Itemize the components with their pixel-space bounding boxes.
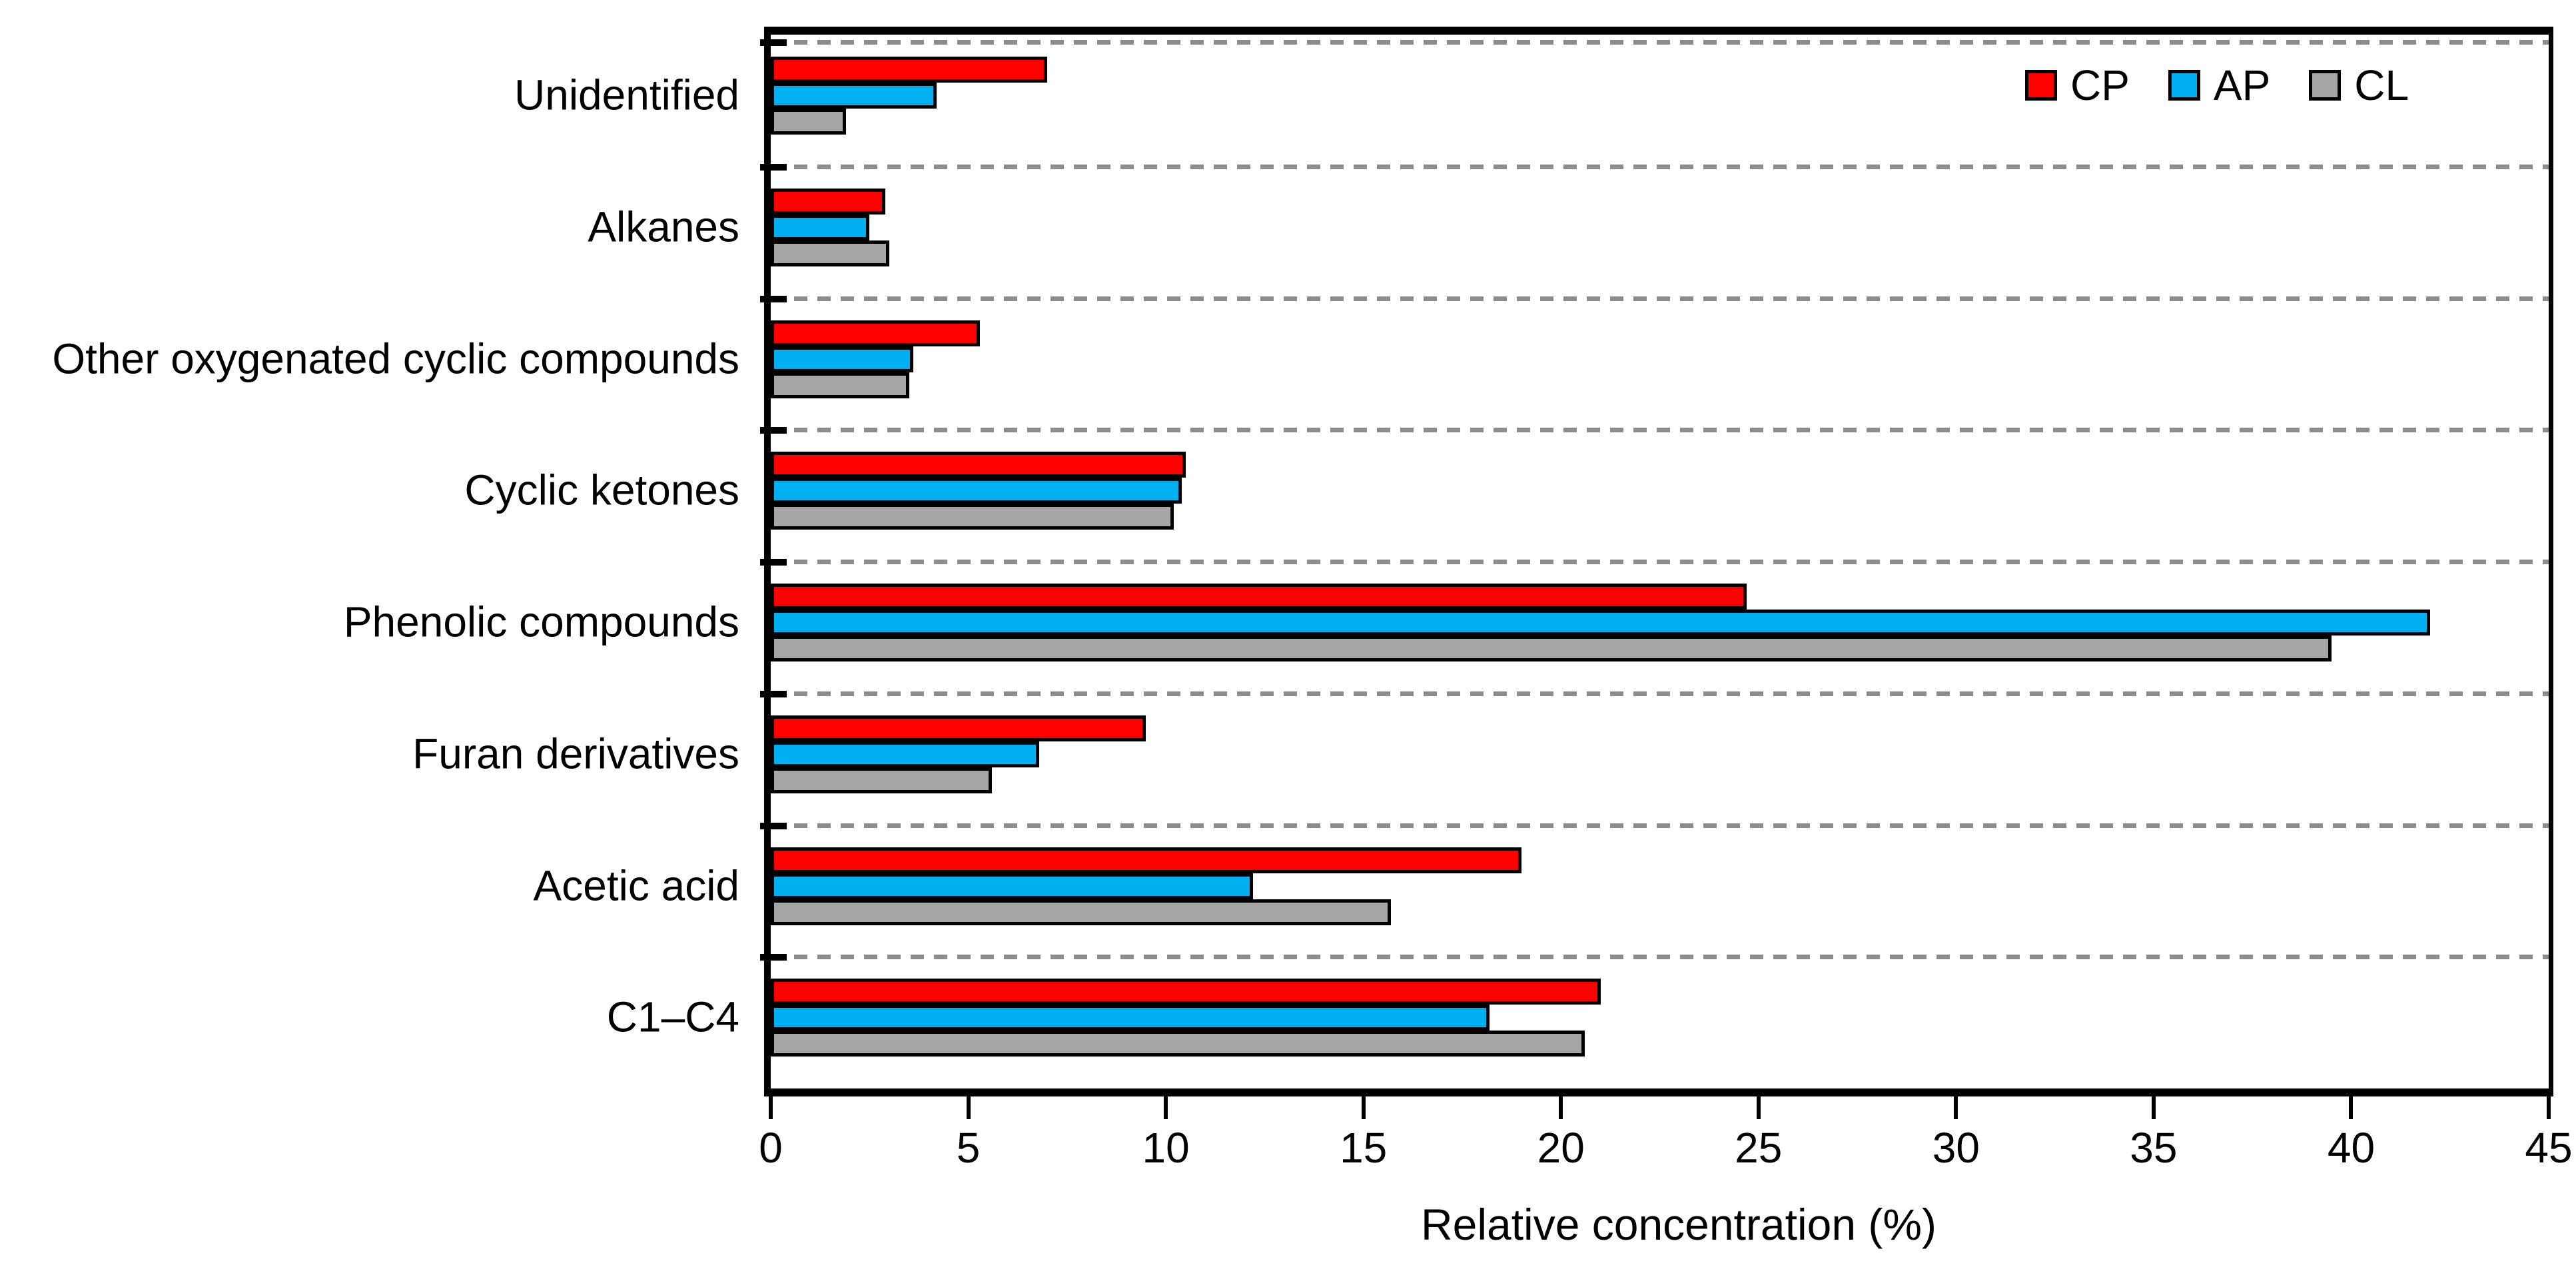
- category-label-3: Cyclic ketones: [464, 466, 739, 514]
- bar-cl-6: [771, 899, 1392, 925]
- category-label-7: C1–C4: [606, 993, 739, 1041]
- x-axis-tick-35: [2151, 1096, 2156, 1119]
- bar-cl-7: [771, 1031, 1585, 1057]
- x-tick-label-20: 20: [1537, 1124, 1585, 1172]
- separator-line: [771, 955, 2549, 960]
- x-tick-label-15: 15: [1340, 1124, 1388, 1172]
- category-label-2: Other oxygenated cyclic compounds: [52, 334, 739, 382]
- bar-cl-4: [771, 636, 2332, 661]
- bar-cp-7: [771, 979, 1601, 1005]
- bar-cp-3: [771, 452, 1186, 478]
- category-label-0: Unidentified: [514, 71, 739, 119]
- bar-cp-2: [771, 320, 981, 346]
- legend-label-cl: CL: [2354, 61, 2409, 109]
- bar-ap-2: [771, 346, 913, 372]
- x-axis-tick-10: [1164, 1096, 1168, 1119]
- y-axis-tick: [760, 822, 787, 829]
- bar-ap-1: [771, 214, 870, 240]
- x-axis-tick-25: [1756, 1096, 1761, 1119]
- category-label-4: Phenolic compounds: [343, 598, 739, 646]
- legend-swatch-cl: [2309, 70, 2342, 101]
- x-axis-tick-20: [1559, 1096, 1563, 1119]
- x-tick-label-40: 40: [2327, 1124, 2375, 1172]
- x-tick-label-5: 5: [956, 1124, 981, 1172]
- legend: CP AP CL: [2025, 64, 2409, 107]
- legend-item-cp: CP: [2025, 64, 2130, 107]
- bar-cl-5: [771, 767, 993, 793]
- bar-cl-1: [771, 240, 889, 266]
- bar-ap-7: [771, 1005, 1490, 1031]
- y-axis-tick: [760, 39, 787, 46]
- bar-cl-2: [771, 372, 909, 398]
- category-label-5: Furan derivatives: [412, 729, 739, 778]
- y-axis-tick: [760, 295, 787, 302]
- bar-cl-0: [771, 109, 846, 135]
- bar-ap-5: [771, 741, 1040, 767]
- separator-line: [771, 691, 2549, 696]
- x-axis-tick-45: [2547, 1096, 2551, 1119]
- bar-cp-4: [771, 584, 1747, 610]
- x-axis-tick-0: [769, 1096, 773, 1119]
- bar-ap-6: [771, 873, 1253, 899]
- y-axis-tick: [760, 690, 787, 697]
- bar-cp-1: [771, 188, 885, 214]
- legend-swatch-cp: [2025, 70, 2057, 101]
- separator-line: [771, 40, 2549, 45]
- legend-swatch-ap: [2168, 70, 2200, 101]
- plot-inner: [760, 35, 2549, 1088]
- category-label-6: Acetic acid: [533, 861, 739, 909]
- legend-item-cl: CL: [2309, 64, 2409, 107]
- x-tick-label-30: 30: [1932, 1124, 1980, 1172]
- x-axis-tick-30: [1954, 1096, 1958, 1119]
- legend-item-ap: AP: [2168, 64, 2270, 107]
- y-axis-tick: [760, 163, 787, 171]
- x-tick-label-45: 45: [2525, 1124, 2573, 1172]
- x-tick-label-10: 10: [1142, 1124, 1190, 1172]
- separator-line: [771, 823, 2549, 828]
- x-axis-title: Relative concentration (%): [1420, 1200, 1937, 1249]
- y-axis-tick: [760, 427, 787, 434]
- category-label-1: Alkanes: [588, 203, 739, 251]
- x-tick-label-35: 35: [2130, 1124, 2178, 1172]
- legend-label-ap: AP: [2213, 61, 2271, 109]
- separator-line: [771, 164, 2549, 169]
- x-tick-label-0: 0: [759, 1124, 783, 1172]
- y-axis-tick: [760, 954, 787, 961]
- separator-line: [771, 296, 2549, 301]
- separator-line: [771, 428, 2549, 433]
- bar-ap-3: [771, 478, 1182, 504]
- bar-cp-5: [771, 715, 1146, 741]
- bar-ap-4: [771, 610, 2431, 636]
- bar-ap-0: [771, 83, 937, 109]
- x-axis-tick-5: [966, 1096, 971, 1119]
- bar-cp-6: [771, 847, 1521, 873]
- y-axis-tick: [760, 559, 787, 566]
- x-axis-tick-15: [1361, 1096, 1366, 1119]
- x-axis-tick-40: [2349, 1096, 2354, 1119]
- bar-cl-3: [771, 504, 1174, 530]
- x-tick-label-25: 25: [1735, 1124, 1783, 1172]
- separator-line: [771, 560, 2549, 564]
- bar-cp-0: [771, 57, 1048, 83]
- legend-label-cp: CP: [2070, 61, 2130, 109]
